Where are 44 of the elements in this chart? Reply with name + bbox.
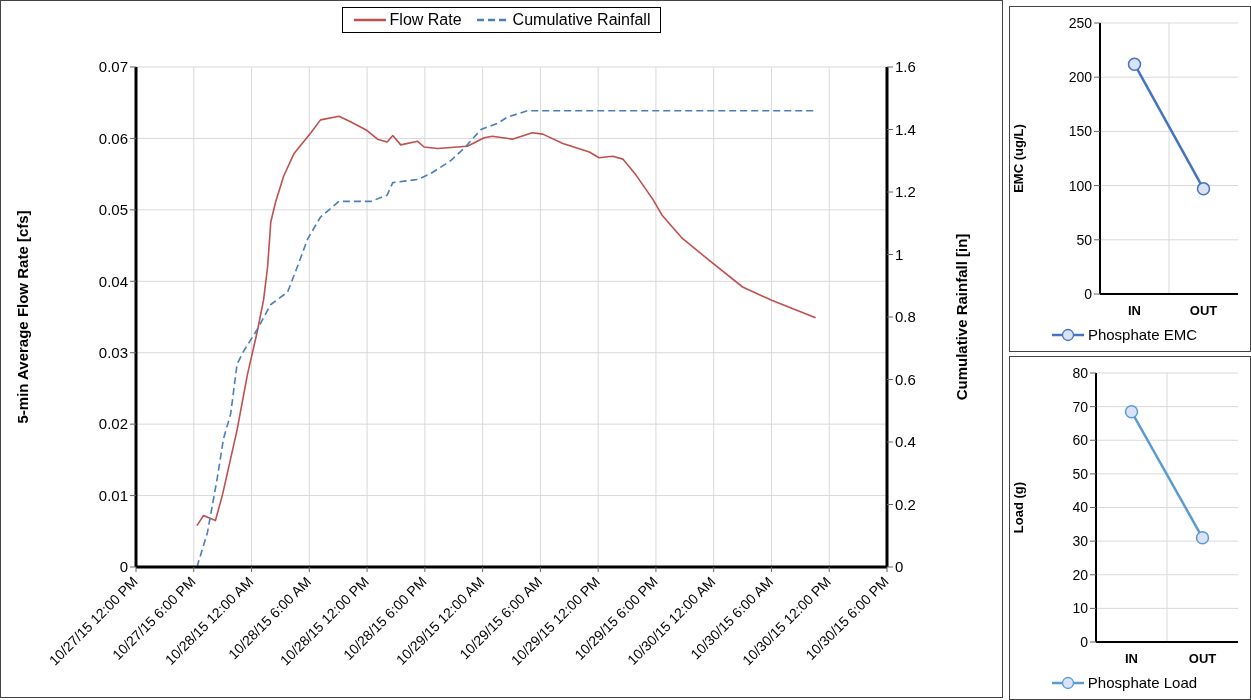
y2-axis-title: Cumulative Rainfall [in] <box>953 233 971 401</box>
y-tick-label: 0 <box>119 558 128 576</box>
y2-tick-label: 0 <box>895 558 904 576</box>
y2-tick-label: 0.2 <box>895 495 916 513</box>
y-tick-label: 0.01 <box>98 486 128 504</box>
y-tick-label: 0.07 <box>98 58 128 76</box>
y-tick-label: 0.03 <box>98 344 128 362</box>
y-tick-label: 30 <box>1072 533 1089 550</box>
y-axis-title: 5-min Average Flow Rate [cfs] <box>14 210 32 424</box>
y2-tick-label: 1.6 <box>895 58 916 76</box>
legend-label: Phosphate EMC <box>1087 326 1198 343</box>
y2-tick-label: 0.4 <box>895 433 916 451</box>
y-tick-label: 0.04 <box>98 272 128 290</box>
y2-tick-label: 1.4 <box>895 120 916 138</box>
y-tick-label: 60 <box>1072 432 1089 449</box>
y-axis-title: EMC (ug/L) <box>1010 124 1026 193</box>
y-tick-label: 0 <box>1080 633 1089 650</box>
x-tick-label: OUT <box>1189 303 1218 318</box>
y-tick-label: 250 <box>1068 14 1093 31</box>
y2-tick-label: 0.6 <box>895 370 916 388</box>
y2-tick-label: 1 <box>895 245 904 263</box>
y-tick-label: 100 <box>1068 177 1093 194</box>
y-tick-label: 40 <box>1072 499 1089 516</box>
legend-label: Phosphate Load <box>1087 674 1198 691</box>
legend-label: Flow Rate <box>389 11 462 29</box>
legend-label: Cumulative Rainfall <box>512 11 651 29</box>
y-tick-label: 0.02 <box>98 415 128 433</box>
y-tick-label: 80 <box>1072 364 1089 381</box>
y-tick-label: 200 <box>1068 69 1093 86</box>
y-tick-label: 0.06 <box>98 129 128 147</box>
y-tick-label: 150 <box>1068 123 1093 140</box>
y-tick-label: 20 <box>1072 566 1089 583</box>
y-tick-label: 50 <box>1072 465 1089 482</box>
y-tick-label: 0.05 <box>98 201 128 219</box>
y2-tick-label: 1.2 <box>895 183 916 201</box>
y-tick-label: 70 <box>1072 398 1089 415</box>
y-tick-label: 0 <box>1084 285 1093 302</box>
y-tick-label: 10 <box>1072 600 1089 617</box>
x-tick-label: OUT <box>1188 651 1217 666</box>
y2-tick-label: 0.8 <box>895 308 916 326</box>
y-tick-label: 50 <box>1076 231 1093 248</box>
x-tick-label: IN <box>1125 651 1138 666</box>
y-axis-title: Load (g) <box>1010 481 1026 534</box>
x-tick-label: IN <box>1128 303 1141 318</box>
